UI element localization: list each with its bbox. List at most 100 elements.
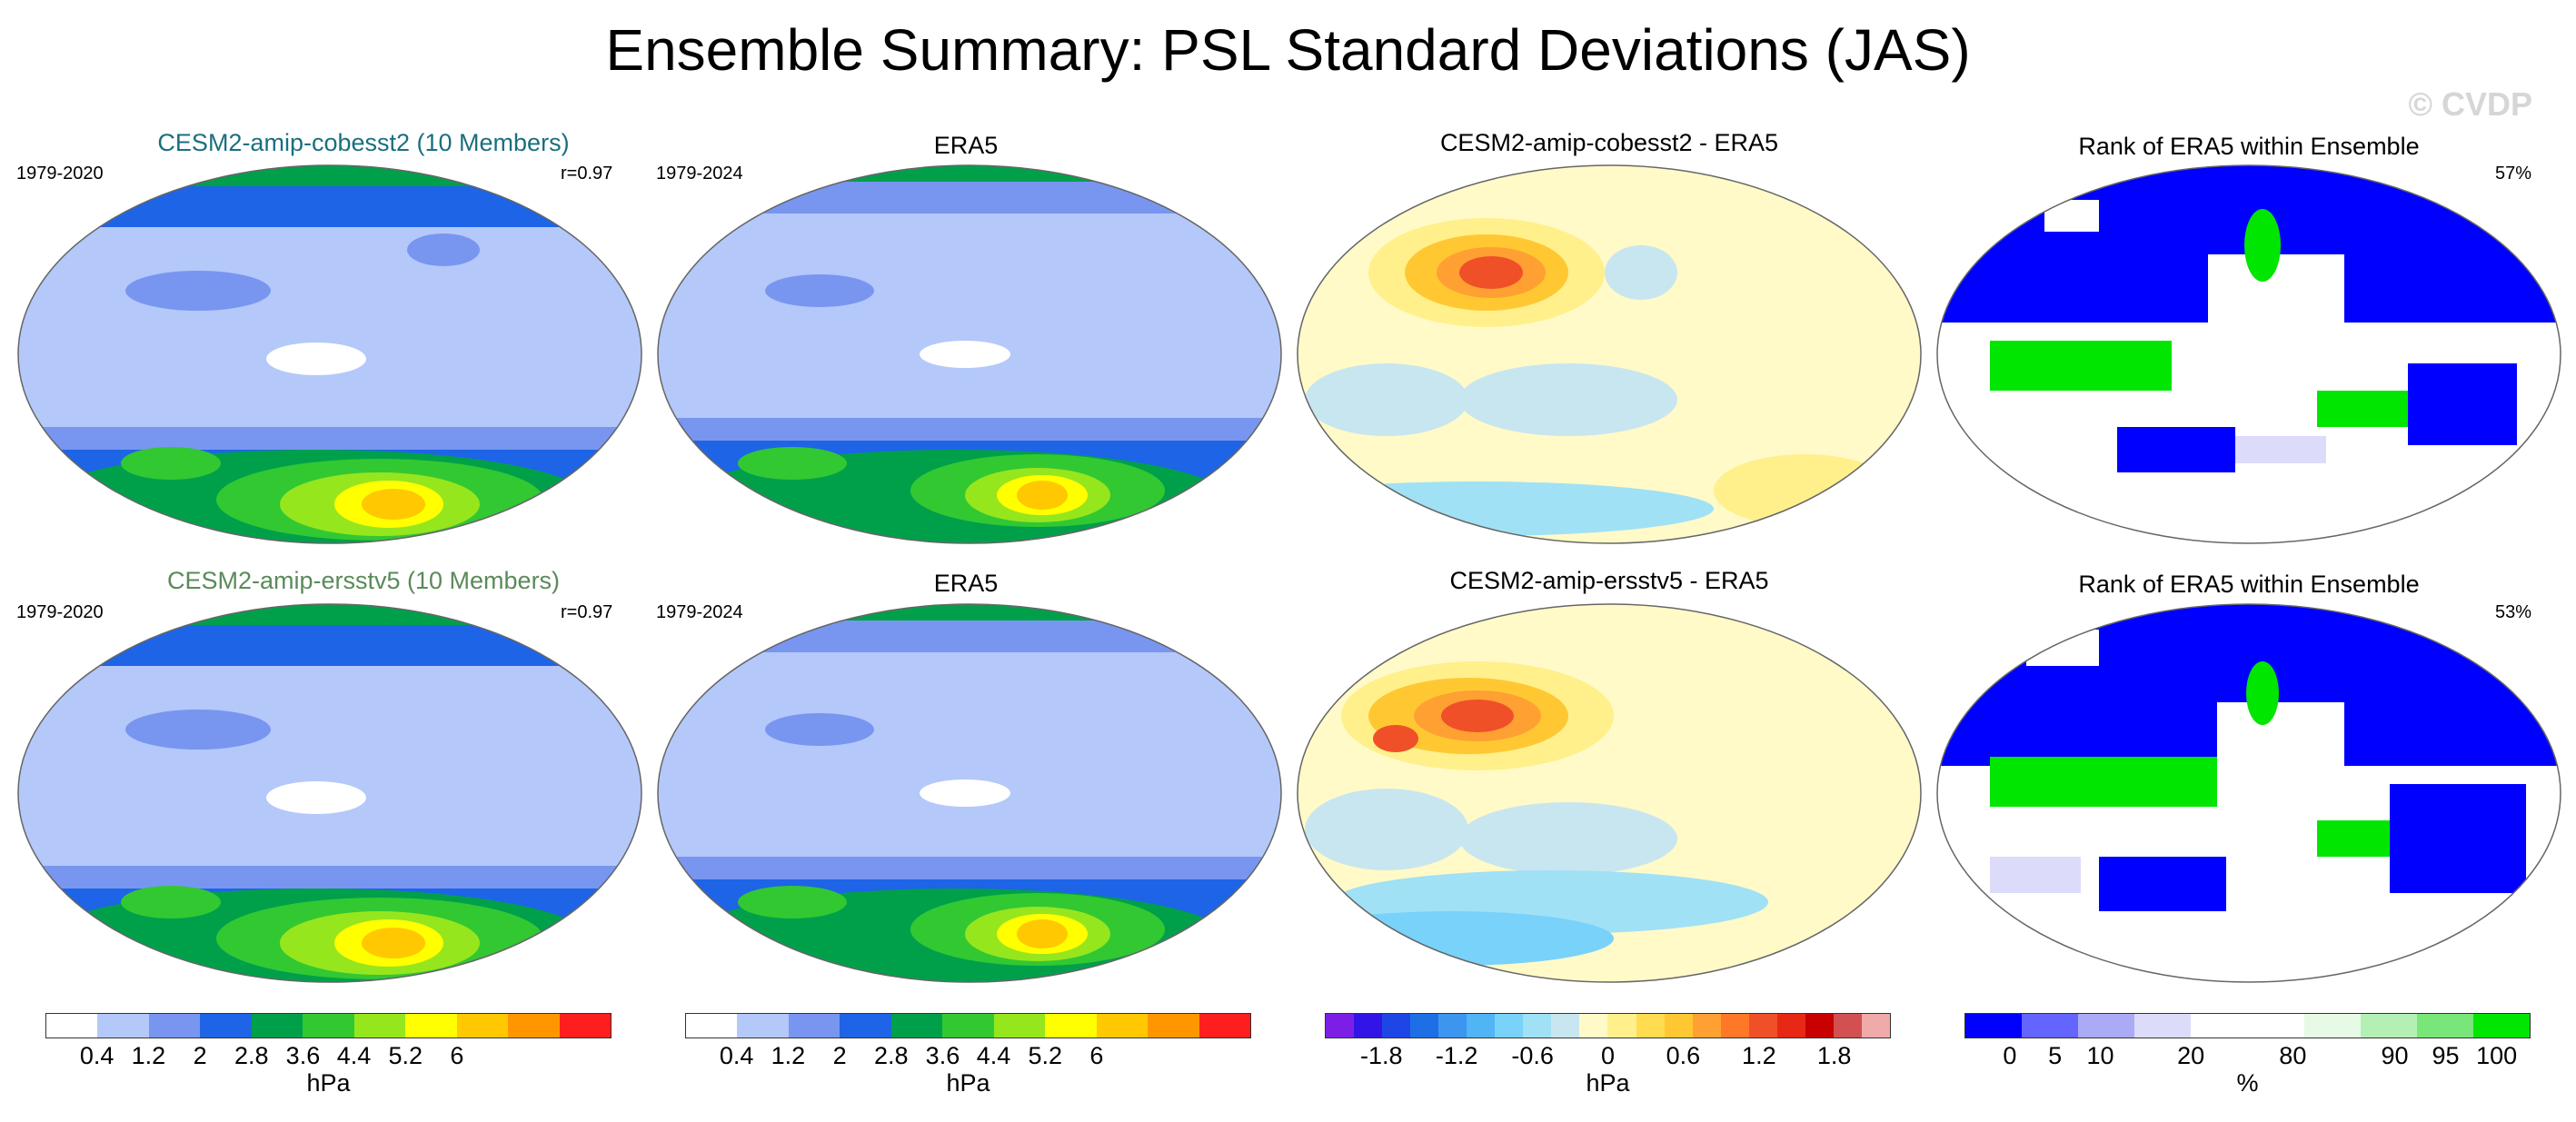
rank-swatch [2472,1014,2530,1038]
row1-model-period: 1979-2020 [16,164,104,184]
colorbar-sd-2-swatches [685,1013,1251,1038]
rank-swatch [1965,1014,2023,1038]
row2-obs-map [656,602,1283,984]
sd2-swatch [788,1014,840,1038]
row2-obs-period: 1979-2024 [656,602,743,622]
sd1-tick: 0.4 [79,1042,114,1069]
diff-swatch [1495,1014,1524,1038]
diff-tick: 0.6 [1666,1042,1701,1069]
sd2-tick: 6 [1089,1042,1104,1069]
sd2-swatch [890,1014,943,1038]
sd2-swatch [686,1014,738,1038]
rank-tick: 95 [2432,1042,2460,1069]
row1-model-title: CESM2-amip-cobesst2 (10 Members) [157,129,570,156]
rank-swatch [2191,1014,2248,1038]
sd1-swatch [148,1014,201,1038]
rank-tick: 5 [2048,1042,2063,1069]
sd1-tick: 2 [193,1042,207,1069]
row2-model-map [16,602,643,984]
rank-tick: 90 [2381,1042,2409,1069]
diff-swatch [1607,1014,1636,1038]
sd2-swatch [1096,1014,1149,1038]
sd1-unit: hPa [306,1069,351,1097]
sd1-swatch [97,1014,149,1038]
sd2-tick: 3.6 [925,1042,960,1069]
diff-swatch [1636,1014,1665,1038]
sd2-tick: 2.8 [873,1042,909,1069]
colorbar-diff: -1.8 -1.2 -0.6 0 0.6 1.2 1.8 hPa [1325,1013,1891,1097]
colorbar-rank-swatches [1964,1013,2531,1038]
sd1-swatch [456,1014,509,1038]
sd1-swatch [46,1014,98,1038]
row1-obs-map [656,164,1283,545]
diff-swatch [1664,1014,1693,1038]
sd2-tick: 5.2 [1028,1042,1062,1069]
rank-swatch [2416,1014,2473,1038]
diff-swatch [1692,1014,1721,1038]
diff-unit: hPa [1586,1069,1630,1097]
colorbar-rank: 0 5 10 20 80 90 95 100 % [1964,1013,2531,1097]
row2-model-corr: r=0.97 [561,602,613,622]
row2-diff-map [1296,602,1923,984]
figure-title: Ensemble Summary: PSL Standard Deviation… [605,17,1971,83]
rank-swatch [2134,1014,2192,1038]
diff-tick: 0 [1600,1042,1616,1069]
diff-swatch [1833,1014,1862,1038]
rank-tick: 20 [2177,1042,2205,1069]
diff-tick: -0.6 [1511,1042,1554,1069]
diff-swatch [1382,1014,1411,1038]
sd1-tick: 3.6 [285,1042,321,1069]
rank-tick: 100 [2476,1042,2518,1069]
row1-obs-period: 1979-2024 [656,164,743,184]
diff-swatch [1438,1014,1467,1038]
diff-swatch [1720,1014,1749,1038]
row1-obs-title: ERA5 [933,132,999,159]
diff-swatch [1579,1014,1608,1038]
diff-tick: 1.8 [1816,1042,1852,1069]
sd1-swatch [559,1014,611,1038]
diff-swatch [1410,1014,1439,1038]
diff-swatch [1467,1014,1496,1038]
colorbar-sd-1: 0.4 1.2 2 2.8 3.6 4.4 5.2 6 hPa [45,1013,612,1097]
rank-swatch [2360,1014,2417,1038]
sd2-unit: hPa [946,1069,990,1097]
row1-rank-title: Rank of ERA5 within Ensemble [2078,133,2420,160]
sd1-swatch [251,1014,303,1038]
row2-model-period: 1979-2020 [16,602,104,622]
row2-rank-title: Rank of ERA5 within Ensemble [2078,571,2420,598]
sd1-swatch [200,1014,252,1038]
sd1-swatch [405,1014,457,1038]
sd1-tick: 5.2 [388,1042,423,1069]
rank-tick: 0 [2003,1042,2017,1069]
sd1-swatch [303,1014,354,1038]
sd2-tick: 4.4 [976,1042,1011,1069]
row1-model-map [16,164,643,545]
diff-swatch [1861,1014,1890,1038]
rank-swatch [2022,1014,2079,1038]
row1-rank-pct: 57% [2495,164,2532,184]
rank-tick: 10 [2086,1042,2114,1069]
row2-diff-title: CESM2-amip-ersstv5 - ERA5 [1449,567,1769,594]
rank-unit: % [2236,1069,2259,1097]
sd2-tick: 0.4 [719,1042,754,1069]
sd2-swatch [737,1014,789,1038]
row1-model-corr: r=0.97 [561,164,613,184]
row1-diff-map [1296,164,1923,545]
rank-swatch [2247,1014,2304,1038]
sd1-tick: 1.2 [131,1042,166,1069]
colorbar-sd-2: 0.4 1.2 2 2.8 3.6 4.4 5.2 6 hPa [685,1013,1251,1097]
row1-diff-title: CESM2-amip-cobesst2 - ERA5 [1439,129,1779,156]
sd2-tick: 1.2 [771,1042,806,1069]
sd2-tick: 2 [832,1042,847,1069]
sd1-tick: 4.4 [336,1042,372,1069]
diff-swatch [1748,1014,1777,1038]
diff-swatch [1354,1014,1383,1038]
sd2-swatch [1198,1014,1250,1038]
diff-swatch [1326,1014,1355,1038]
row2-rank-map [1935,602,2562,984]
sd1-tick: 6 [450,1042,464,1069]
diff-tick: 1.2 [1742,1042,1776,1069]
diff-tick: -1.8 [1360,1042,1403,1069]
sd2-swatch [942,1014,994,1038]
sd2-swatch [1148,1014,1199,1038]
